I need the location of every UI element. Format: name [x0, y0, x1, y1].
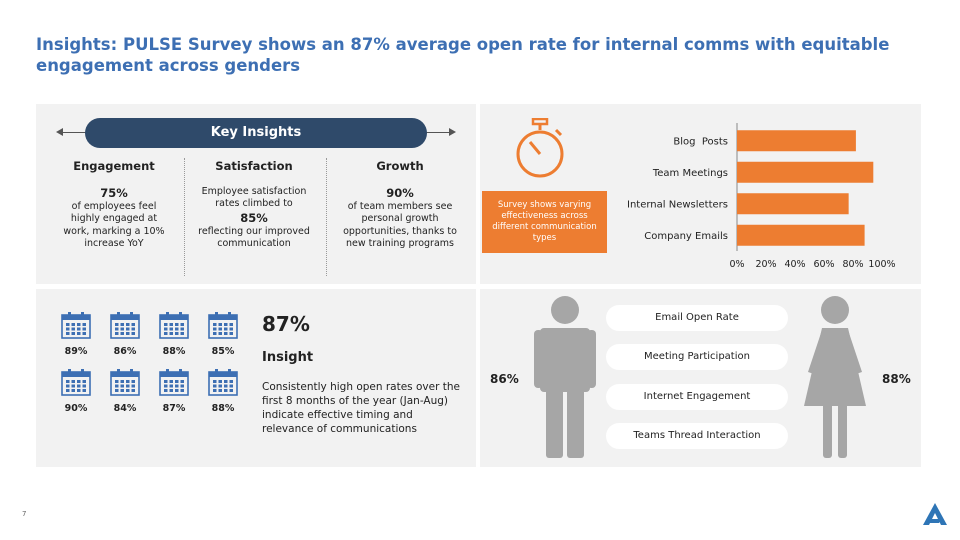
- monthly-open-rate: 88%: [162, 346, 186, 357]
- chart-tick-label: 0%: [729, 259, 744, 270]
- communication-effectiveness-chart: Blog Posts Team Meetings Internal Newslett…: [627, 123, 896, 270]
- monthly-open-rate: 87%: [162, 403, 186, 414]
- chart-bar: [737, 130, 856, 152]
- satisfaction-text-after: reflecting our improved communication: [198, 225, 310, 250]
- engagement-value: 75%: [100, 185, 128, 200]
- growth-column: Growth 90% of team members see personal …: [330, 160, 470, 251]
- calendar-icon: [61, 311, 91, 339]
- satisfaction-text-before: Employee satisfaction rates climbed to: [201, 185, 307, 210]
- satisfaction-heading: Satisfaction: [215, 159, 293, 173]
- chart-tick-label: 40%: [784, 259, 805, 270]
- monthly-open-rate: 90%: [64, 403, 88, 414]
- column-divider: [326, 158, 327, 276]
- chart-category-label: Team Meetings: [652, 168, 728, 179]
- calendar-icon: [61, 368, 91, 396]
- engagement-text: of employees feel highly engaged at work…: [63, 200, 165, 250]
- chart-category-label: Internal Newsletters: [627, 199, 728, 210]
- insight-heading: Insight: [262, 350, 314, 365]
- growth-text: of team members see personal growth oppo…: [343, 200, 457, 250]
- company-logo-icon: [923, 503, 947, 525]
- slide-title: Insights: PULSE Survey shows an 87% aver…: [36, 35, 890, 75]
- chart-category-label: Company Emails: [644, 231, 728, 242]
- monthly-open-rate: 88%: [211, 403, 235, 414]
- female-figure-icon: [804, 296, 866, 458]
- monthly-open-rate: 89%: [64, 346, 88, 357]
- monthly-open-rate: 84%: [113, 403, 137, 414]
- calendar-icon: [208, 368, 238, 396]
- metric-pill: Meeting Participation: [606, 344, 788, 370]
- calendar-icon: [110, 368, 140, 396]
- metric-pill: Internet Engagement: [606, 384, 788, 410]
- monthly-open-rate: 85%: [211, 346, 235, 357]
- key-insights-label: Key Insights: [85, 118, 427, 148]
- engagement-column: Engagement 75% of employees feel highly …: [44, 160, 184, 251]
- stopwatch-icon: [516, 118, 564, 178]
- arrow-right-icon: [449, 128, 456, 136]
- average-open-rate-value: 87%: [262, 312, 310, 336]
- male-percentage: 86%: [490, 372, 519, 386]
- column-divider: [184, 158, 185, 276]
- insight-text: Consistently high open rates over the fi…: [262, 381, 460, 435]
- calendar-icon: [159, 311, 189, 339]
- chart-category-label: Blog Posts: [673, 136, 728, 147]
- satisfaction-value: 85%: [240, 210, 268, 225]
- metric-pill: Email Open Rate: [606, 305, 788, 331]
- calendar-icon: [208, 311, 238, 339]
- chart-bar: [737, 161, 874, 183]
- growth-heading: Growth: [376, 159, 424, 173]
- metric-pill: Teams Thread Interaction: [606, 423, 788, 449]
- monthly-open-rate: 86%: [113, 346, 137, 357]
- chart-bar: [737, 193, 849, 215]
- calendar-icon: [159, 368, 189, 396]
- female-percentage: 88%: [882, 372, 911, 386]
- growth-value: 90%: [386, 185, 414, 200]
- page-number: 7: [22, 510, 27, 518]
- chart-tick-label: 80%: [842, 259, 863, 270]
- calendar-panel: [36, 289, 476, 467]
- chart-tick-label: 20%: [755, 259, 776, 270]
- chart-tick-label: 100%: [868, 259, 895, 270]
- survey-callout: Survey shows varying effectiveness acros…: [482, 191, 607, 253]
- chart-tick-label: 60%: [813, 259, 834, 270]
- engagement-heading: Engagement: [73, 159, 155, 173]
- satisfaction-column: Satisfaction Employee satisfaction rates…: [186, 160, 322, 251]
- arrow-left-icon: [56, 128, 63, 136]
- chart-bar: [737, 224, 865, 246]
- male-figure-icon: [534, 296, 596, 458]
- calendar-icon: [110, 311, 140, 339]
